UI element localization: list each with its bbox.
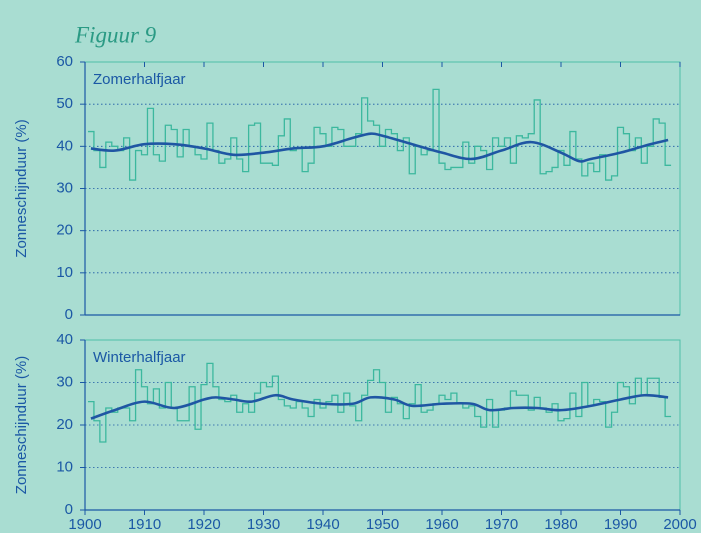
y-tick-label: 0 (65, 306, 73, 323)
y-tick-label: 0 (65, 501, 73, 518)
x-tick-label: 1950 (366, 516, 399, 533)
y-tick-label: 50 (56, 95, 73, 112)
x-tick-label: 1930 (247, 516, 280, 533)
y-tick-label: 20 (56, 416, 73, 433)
x-tick-label: 1990 (604, 516, 637, 533)
x-tick-label: 1980 (544, 516, 577, 533)
y-tick-label: 40 (56, 331, 73, 348)
x-tick-label: 1910 (128, 516, 161, 533)
trend-line (90, 132, 669, 163)
y-tick-label: 20 (56, 222, 73, 239)
y-tick-label: 60 (56, 53, 73, 70)
trend-line (90, 393, 669, 420)
x-tick-label: 1940 (306, 516, 339, 533)
x-tick-label: 1960 (425, 516, 458, 533)
y-tick-label: 10 (56, 458, 73, 475)
panel-label: Zomerhalfjaar (93, 71, 186, 88)
figure-title: Figuur 9 (74, 22, 157, 47)
annual-steps (87, 362, 672, 443)
x-tick-label: 2000 (663, 516, 696, 533)
y-axis-label: Zonneschijnduur (%) (13, 119, 30, 257)
y-tick-label: 30 (56, 179, 73, 196)
x-tick-label: 1970 (485, 516, 518, 533)
y-axis-label: Zonneschijnduur (%) (13, 356, 30, 494)
y-tick-label: 40 (56, 137, 73, 154)
x-tick-label: 1920 (187, 516, 220, 533)
annual-steps (87, 88, 672, 181)
y-tick-label: 30 (56, 373, 73, 390)
panel-label: Winterhalfjaar (93, 349, 186, 366)
x-tick-label: 1900 (68, 516, 101, 533)
y-tick-label: 10 (56, 264, 73, 281)
